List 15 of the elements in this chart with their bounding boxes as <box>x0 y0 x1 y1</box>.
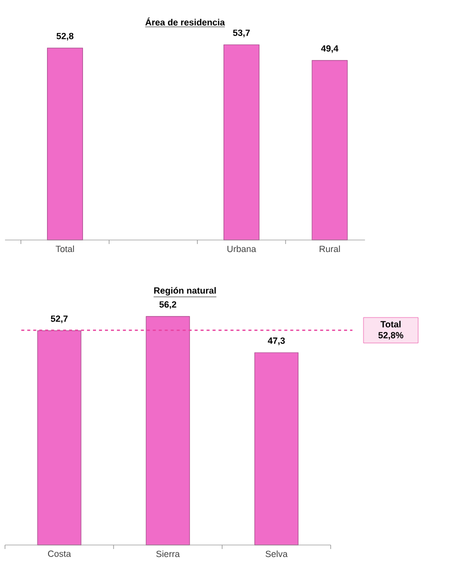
data-label: 52,7 <box>50 316 68 324</box>
data-label: 56,2 <box>159 301 176 309</box>
chart-title: Área de residencia <box>145 17 225 26</box>
x-tick-label: Total <box>56 246 74 252</box>
x-tick-label: Urbana <box>227 246 256 252</box>
data-label: 47,3 <box>268 337 285 346</box>
data-label: 49,4 <box>321 45 338 53</box>
chart-title: Región natural <box>154 287 216 296</box>
x-tick-label: Sierra <box>156 550 180 558</box>
x-tick-label: Costa <box>48 550 71 557</box>
x-tick-label: Selva <box>266 550 288 558</box>
data-label: 53,7 <box>233 30 250 38</box>
ref-line-label: Total 52,8% <box>378 320 404 340</box>
data-label: 52,8 <box>56 32 74 41</box>
x-tick-label: Rural <box>320 246 340 252</box>
